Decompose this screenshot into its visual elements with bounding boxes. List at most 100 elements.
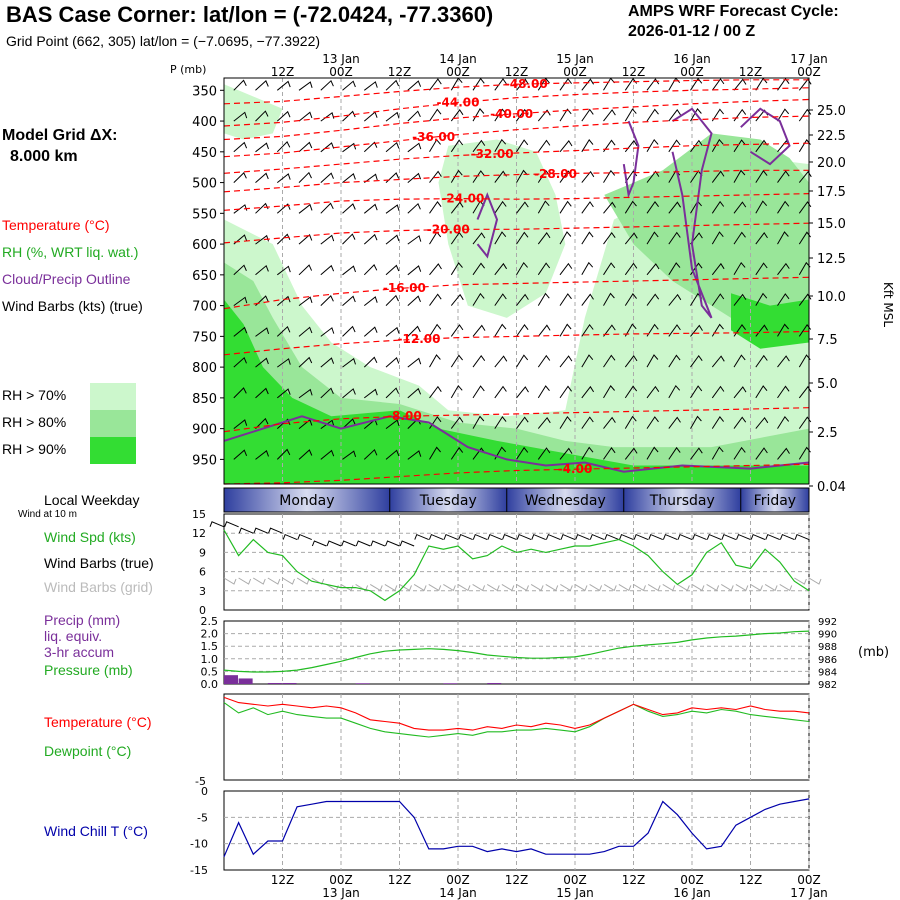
wind-barb-7-25 [777, 293, 790, 306]
wind-barb-4-13 [516, 201, 529, 214]
precip-bar-3 [282, 682, 297, 684]
wind-barb-4-23 [733, 201, 747, 214]
wind-barb-12-10 [450, 446, 464, 460]
temp-contour-6 [223, 193, 810, 211]
wind-barb-2-15 [559, 140, 573, 153]
wind-barb-11-26 [798, 416, 812, 429]
wind-barb-6-20 [668, 262, 681, 276]
wind-barb-0-3 [298, 81, 313, 91]
top-time-tick-7: 00Z [680, 65, 704, 79]
wind-barb-6-4 [320, 264, 335, 276]
pressure-tick-0: 350 [192, 84, 217, 99]
precip-ytick-4: 2.0 [201, 628, 219, 641]
wind-barb-1-16 [581, 108, 594, 122]
true-barb-1 [224, 521, 239, 528]
wind-barb-5-6 [363, 233, 378, 245]
top-date-label-1: 14 Jan [439, 52, 477, 66]
windchill-line [223, 798, 810, 858]
top-time-tick-3: 00Z [446, 65, 470, 79]
grid-barb-36 [750, 583, 763, 592]
wind-barb-10-10 [450, 384, 463, 399]
wind-barb-7-17 [603, 292, 615, 306]
wind-barb-12-17 [603, 447, 616, 460]
grid-barb-13 [413, 583, 427, 592]
wind-barb-11-11 [472, 415, 485, 429]
height-tick-7: 7.5 [817, 333, 838, 348]
wind-barb-11-19 [646, 416, 659, 429]
bottom-time-tick-3: 00Z [446, 873, 470, 887]
grid-barb-22 [545, 583, 559, 592]
wind-barb-9-5 [342, 357, 356, 368]
grid-barb-1 [238, 577, 252, 585]
wind-barb-10-23 [733, 386, 747, 399]
wind-barb-3-2 [276, 173, 291, 183]
wind-barb-2-3 [298, 141, 313, 153]
wind-barb-7-24 [755, 292, 768, 306]
true-barb-9 [341, 540, 356, 547]
wind-barb-6-13 [516, 261, 528, 276]
wind-barb-0-25 [777, 77, 790, 91]
wind-barb-9-25 [777, 355, 790, 368]
wind-barb-5-16 [581, 231, 594, 245]
wind-barb-4-18 [624, 200, 637, 214]
wind-barb-5-2 [276, 233, 291, 245]
wind-barb-7-9 [429, 293, 442, 306]
wind-barb-5-9 [429, 231, 442, 245]
wind-barb-4-4 [320, 202, 334, 214]
wind-barb-0-7 [385, 79, 400, 91]
pressure-ytick-3: 988 [818, 642, 837, 653]
pressure-tick-4: 550 [192, 207, 217, 222]
top-date-label-2: 15 Jan [556, 52, 594, 66]
wind-barb-11-5 [342, 418, 356, 429]
wind-barb-5-5 [342, 233, 356, 245]
wind-barb-4-8 [407, 202, 421, 214]
wind-barb-4-6 [363, 203, 378, 214]
wind-barb-7-15 [559, 293, 572, 306]
wind-barb-0-4 [320, 79, 334, 91]
true-barb-17 [458, 533, 473, 541]
grid-barb-4 [282, 577, 295, 585]
pressure-tick-10: 850 [192, 392, 217, 407]
wind-barb-1-18 [624, 108, 637, 122]
wind-barb-12-19 [646, 446, 659, 460]
wind-barb-12-13 [516, 446, 529, 460]
grid-barb-6 [311, 577, 325, 585]
wind-barb-11-17 [603, 416, 616, 429]
wind-barb-1-25 [777, 108, 790, 122]
model-grid-value: 8.000 km [10, 148, 78, 165]
legend-rh90-label: RH > 90% [2, 441, 67, 457]
true-barb-37 [750, 533, 766, 541]
temp-contour-label-8: -16.00 [383, 281, 426, 295]
pressure-unit-label: (mb) [858, 645, 889, 660]
temp-contour-3 [223, 115, 810, 158]
grid-barb-30 [662, 583, 676, 592]
wind-barb-4-2 [276, 203, 291, 214]
wind-barb-12-0 [233, 449, 248, 460]
grid-barb-39 [794, 577, 807, 585]
wind-barb-4-14 [537, 200, 550, 214]
wind-barb-2-1 [255, 142, 269, 153]
grid-barb-10 [369, 583, 383, 592]
wind-barb-3-8 [407, 172, 422, 183]
pressure-tick-11: 900 [192, 423, 217, 438]
wind-barb-6-1 [255, 264, 269, 276]
wind-barb-4-24 [755, 200, 768, 214]
temp-contour-label-2: -40.00 [490, 107, 533, 121]
wind-barb-4-17 [603, 201, 616, 214]
wind-barb-8-25 [777, 323, 789, 337]
temp-contour-label-5: -28.00 [534, 167, 577, 181]
wind-barb-4-19 [646, 201, 659, 214]
precip-ytick-1: 0.5 [201, 665, 219, 678]
wind-barb-6-16 [581, 261, 594, 276]
wind-barb-6-9 [429, 263, 442, 276]
wind-barb-7-1 [255, 295, 269, 306]
true-barb-18 [472, 533, 488, 541]
wind-barb-12-23 [733, 446, 746, 460]
wind-barb-2-6 [363, 141, 378, 153]
weekday-cell-2 [506, 488, 624, 512]
true-barb-19 [487, 533, 503, 541]
bottom-date-label-0: 13 Jan [322, 886, 360, 900]
forecast-cycle: AMPS WRF Forecast Cycle: 2026-01-12 / 00… [628, 2, 839, 42]
grid-barb-19 [501, 583, 515, 592]
wind-ytick-3: 9 [199, 546, 206, 559]
